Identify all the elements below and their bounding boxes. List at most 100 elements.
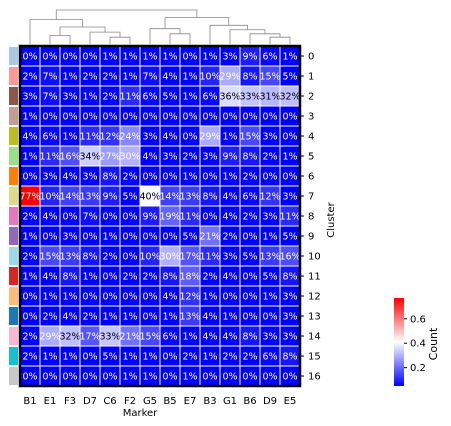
cell-label: 19% bbox=[159, 212, 180, 223]
x-tick-label: C6 bbox=[103, 396, 116, 407]
dendrogram-link bbox=[269, 36, 291, 44]
cell-label: 11% bbox=[279, 212, 300, 223]
cell-label: 2% bbox=[22, 212, 37, 223]
colorbar-tick-label: 0.4 bbox=[410, 339, 426, 350]
dendrogram-link bbox=[229, 29, 266, 44]
cell-label: 4% bbox=[62, 312, 77, 323]
cell-label: 0% bbox=[102, 112, 117, 123]
cell-label: 0% bbox=[162, 372, 177, 383]
cell-label: 5% bbox=[122, 192, 137, 203]
cell-label: 3% bbox=[22, 92, 37, 103]
cell-label: 1% bbox=[102, 52, 117, 63]
colorbar-label: Count bbox=[427, 327, 440, 360]
dendrogram-link bbox=[209, 24, 248, 44]
cell-label: 5% bbox=[182, 232, 197, 243]
colorbar: 0.2 0.4 0.6 Count bbox=[394, 298, 440, 386]
cell-label: 0% bbox=[22, 52, 37, 63]
cell-label: 0% bbox=[82, 352, 97, 363]
cell-label: 2% bbox=[102, 72, 117, 83]
dendrogram-link bbox=[55, 9, 198, 20]
row-color-swatch bbox=[9, 367, 18, 385]
y-tick-label: 16 bbox=[308, 372, 321, 383]
cell-label: 0% bbox=[242, 112, 257, 123]
cell-label: 1% bbox=[282, 52, 297, 63]
cell-label: 1% bbox=[42, 352, 57, 363]
cell-label: 1% bbox=[182, 332, 197, 343]
cell-label: 1% bbox=[42, 292, 57, 303]
cell-label: 1% bbox=[222, 132, 237, 143]
cell-label: 0% bbox=[102, 212, 117, 223]
cell-label: 0% bbox=[282, 172, 297, 183]
cell-label: 36% bbox=[219, 92, 240, 103]
cell-label: 2% bbox=[22, 72, 37, 83]
cell-label: 30% bbox=[119, 152, 140, 163]
cell-label: 14% bbox=[159, 192, 180, 203]
x-tick-label: E5 bbox=[284, 396, 297, 407]
cell-label: 0% bbox=[122, 232, 137, 243]
row-color-swatch bbox=[9, 307, 18, 325]
cell-label: 3% bbox=[202, 152, 217, 163]
cell-label: 1% bbox=[202, 52, 217, 63]
cell-label: 32% bbox=[59, 332, 80, 343]
cell-label: 29% bbox=[39, 332, 60, 343]
cell-label: 6% bbox=[262, 52, 277, 63]
cell-label: 0% bbox=[242, 372, 257, 383]
x-tick-label: B3 bbox=[203, 396, 216, 407]
cell-label: 4% bbox=[162, 72, 177, 83]
cell-label: 29% bbox=[219, 72, 240, 83]
cell-label: 4% bbox=[222, 212, 237, 223]
cell-label: 0% bbox=[222, 112, 237, 123]
cell-label: 8% bbox=[82, 252, 97, 263]
cell-label: 0% bbox=[22, 172, 37, 183]
cell-label: 1% bbox=[22, 152, 37, 163]
cell-label: 11% bbox=[39, 152, 60, 163]
cell-label: 15% bbox=[39, 252, 60, 263]
x-tick-labels: B1 E1 F3 D7 C6 F2 G5 B5 E7 B3 G1 B6 D9 E5 bbox=[23, 396, 296, 407]
cell-label: 0% bbox=[42, 372, 57, 383]
cell-label: 0% bbox=[202, 372, 217, 383]
cell-label: 0% bbox=[62, 112, 77, 123]
cell-label: 0% bbox=[162, 352, 177, 363]
cell-label: 3% bbox=[282, 332, 297, 343]
y-axis-label: Cluster bbox=[326, 201, 337, 237]
row-color-swatch bbox=[9, 347, 18, 365]
cell-label: 4% bbox=[162, 292, 177, 303]
cell-label: 8% bbox=[62, 272, 77, 283]
row-color-strip bbox=[9, 47, 18, 385]
cell-label: 5% bbox=[262, 272, 277, 283]
y-tick-label: 4 bbox=[308, 132, 314, 143]
y-tick-label: 15 bbox=[308, 352, 321, 363]
cell-label: 18% bbox=[179, 272, 200, 283]
cell-label: 0% bbox=[182, 112, 197, 123]
cell-label: 0% bbox=[42, 52, 57, 63]
y-tick-label: 1 bbox=[308, 72, 314, 83]
cell-label: 11% bbox=[199, 252, 220, 263]
cell-label: 2% bbox=[242, 212, 257, 223]
cell-label: 2% bbox=[122, 272, 137, 283]
cell-label: 3% bbox=[142, 132, 157, 143]
cell-label: 40% bbox=[139, 192, 160, 203]
cell-label: 7% bbox=[42, 92, 57, 103]
cell-label: 0% bbox=[142, 172, 157, 183]
cell-label: 2% bbox=[142, 272, 157, 283]
cell-label: 2% bbox=[22, 352, 37, 363]
cell-label: 13% bbox=[59, 252, 80, 263]
cell-label: 0% bbox=[22, 312, 37, 323]
cell-label: 3% bbox=[262, 212, 277, 223]
cell-label: 5% bbox=[102, 352, 117, 363]
cell-label: 0% bbox=[22, 372, 37, 383]
cell-label: 0% bbox=[142, 292, 157, 303]
dendrogram-link bbox=[109, 36, 131, 44]
cell-label: 4% bbox=[162, 132, 177, 143]
cell-label: 0% bbox=[82, 52, 97, 63]
cell-label: 0% bbox=[82, 372, 97, 383]
x-axis-label: Marker bbox=[123, 408, 158, 419]
cell-label: 0% bbox=[282, 132, 297, 143]
cell-label: 0% bbox=[242, 312, 257, 323]
cell-label: 1% bbox=[182, 172, 197, 183]
row-color-swatch bbox=[9, 187, 18, 205]
cell-label: 8% bbox=[202, 192, 217, 203]
cell-label: 6% bbox=[262, 352, 277, 363]
cell-label: 8% bbox=[242, 332, 257, 343]
